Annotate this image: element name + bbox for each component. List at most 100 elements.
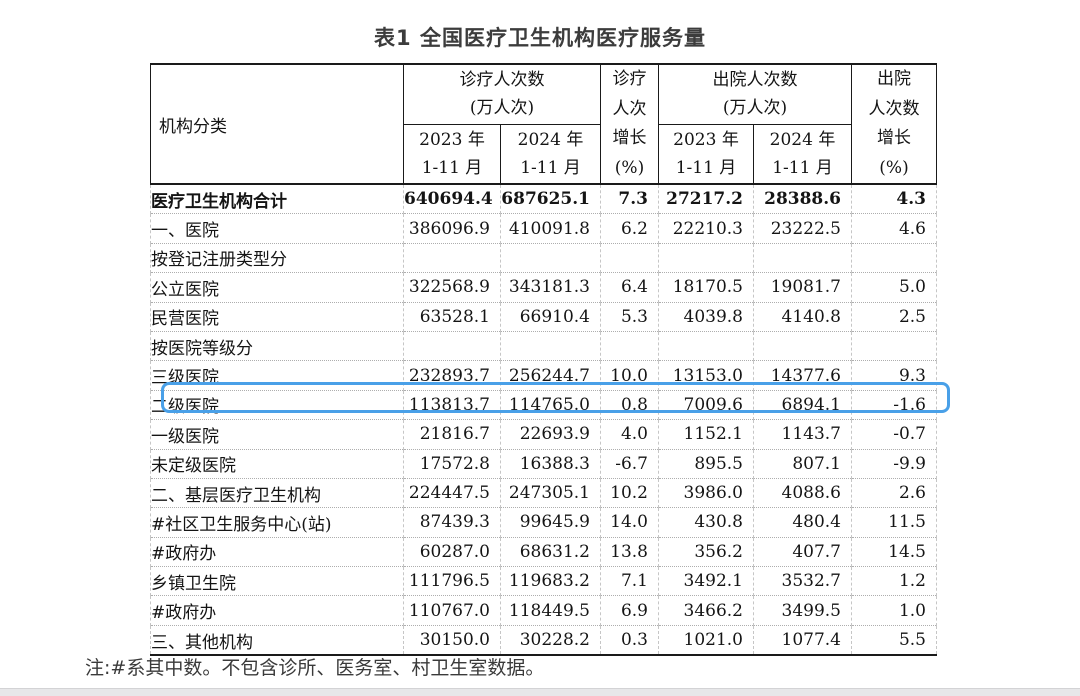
cell-value: 256244.7 [500,360,601,391]
cell-value: 0.8 [600,390,659,421]
cell-value: 1143.7 [753,419,852,450]
table-row-government-run-township: #政府办 110767.0 118449.5 6.9 3466.2 3499.5… [150,595,937,626]
cell-value: 3532.7 [753,566,852,597]
cell-value: 68631.2 [500,537,601,568]
cell-value: 3986.0 [658,478,754,509]
cell-value: 5.0 [851,272,937,303]
cell-value: 22693.9 [500,419,601,450]
cell-value: 17572.8 [403,449,501,479]
cell-value: 118449.5 [500,595,601,626]
row-label: #政府办 [150,595,404,626]
cell-value: 2.6 [851,478,937,509]
row-label: 民营医院 [150,302,404,332]
cell-value: 322568.9 [403,272,501,303]
cell-value: 807.1 [753,449,852,479]
row-label: 三级医院 [150,360,404,391]
header-line: 增长 [877,128,911,148]
col-header-institution: 机构分类 [150,63,404,185]
cell-value: 110767.0 [403,595,501,626]
cell-value: 7.1 [600,566,659,597]
cell-value: 1077.4 [753,625,852,657]
cell-value: 16388.3 [500,449,601,479]
header-line: 增长 [612,128,647,148]
cell-value [600,331,659,362]
cell-value: -0.7 [851,419,937,450]
cell-value: 1152.1 [658,419,754,450]
cell-value: 386096.9 [403,213,501,244]
cell-value: 3466.2 [658,595,754,626]
col-header-discharge-growth: 出院 人次数 增长 (%) [851,63,937,185]
cell-value: 13.8 [600,537,659,568]
cell-value: -1.6 [851,390,937,421]
table-row-hospitals: 一、医院 386096.9 410091.8 6.2 22210.3 23222… [150,213,937,244]
col-header-visits-2023: 2023 年 1-11 月 [403,123,501,185]
row-label: 一级医院 [150,419,404,450]
cell-value: 13153.0 [658,360,754,391]
cell-value [851,243,937,274]
cell-value: -9.9 [851,449,937,479]
row-label: 二、基层医疗卫生机构 [150,478,404,509]
row-label: 三、其他机构 [150,625,404,657]
cell-value: 30228.2 [500,625,601,657]
cell-value: 895.5 [658,449,754,479]
row-label: 按医院等级分 [150,331,404,362]
cell-value: 4.6 [851,213,937,244]
cell-value: 410091.8 [500,213,601,244]
col-header-discharges: 出院人次数 (万人次) [658,63,852,125]
cell-value: 6.9 [600,595,659,626]
table-header: 机构分类 诊疗人次数 (万人次) 诊疗 人次 增长 (%) 出院人次数 (万人次… [150,63,937,185]
header-line: (%) [879,157,909,178]
cell-value: 3499.5 [753,595,852,626]
cell-value: 0.3 [600,625,659,657]
cell-value: 87439.3 [403,507,501,538]
cell-value: 640694.4 [403,183,501,215]
cell-value: 111796.5 [403,566,501,597]
cell-value: 19081.7 [753,272,852,303]
table-row-other-institutions: 三、其他机构 30150.0 30228.2 0.3 1021.0 1077.4… [150,625,937,657]
table-row-public-hospitals: 公立医院 322568.9 343181.3 6.4 18170.5 19081… [150,272,937,303]
header-line: 人次 [612,98,647,119]
cell-value: 343181.3 [500,272,601,303]
cell-value: 7.3 [600,183,659,215]
cell-value: 224447.5 [403,478,501,509]
cell-value: 1.0 [851,595,937,626]
cell-value: 99645.9 [500,507,601,538]
col-header-visits-2024: 2024 年 1-11 月 [500,123,601,185]
table-row-grassroots-institutions: 二、基层医疗卫生机构 224447.5 247305.1 10.2 3986.0… [150,478,937,509]
table-row-by-hospital-grade: 按医院等级分 [150,331,937,362]
cell-value: 60287.0 [403,537,501,568]
footnote: 注:#系其中数。不包含诊所、医务室、村卫生室数据。 [85,657,545,679]
cell-value: 3492.1 [658,566,754,597]
cell-value: 113813.7 [403,390,501,421]
header-line: 出院人次数 [712,70,798,91]
table-row-total: 医疗卫生机构合计 640694.4 687625.1 7.3 27217.2 2… [150,183,937,215]
cell-value: 232893.7 [403,360,501,391]
cell-value [403,243,501,274]
col-header-outpatient-visits: 诊疗人次数 (万人次) [403,63,601,125]
cell-value: 356.2 [658,537,754,568]
cell-value [753,331,852,362]
row-label: 按登记注册类型分 [150,243,404,274]
cell-value: 7009.6 [658,390,754,421]
cell-value: 480.4 [753,507,852,538]
cell-value [403,331,501,362]
cell-value: 119683.2 [500,566,601,597]
cell-value: 407.7 [753,537,852,568]
cell-value [753,243,852,274]
cell-value: 10.2 [600,478,659,509]
cell-value: 63528.1 [403,302,501,332]
cell-value: 4.0 [600,419,659,450]
cell-value: 18170.5 [658,272,754,303]
cell-value: 10.0 [600,360,659,391]
cell-value: 9.3 [851,360,937,391]
cell-value: 11.5 [851,507,937,538]
cell-value [658,331,754,362]
header-line: (%) [614,157,645,178]
cell-value: 1021.0 [658,625,754,657]
cell-value: 14.5 [851,537,937,568]
medical-service-table: 机构分类 诊疗人次数 (万人次) 诊疗 人次 增长 (%) 出院人次数 (万人次… [150,63,937,657]
cell-value [658,243,754,274]
cell-value: 430.8 [658,507,754,538]
table-row-ungraded-hospitals: 未定级医院 17572.8 16388.3 -6.7 895.5 807.1 -… [150,449,937,479]
